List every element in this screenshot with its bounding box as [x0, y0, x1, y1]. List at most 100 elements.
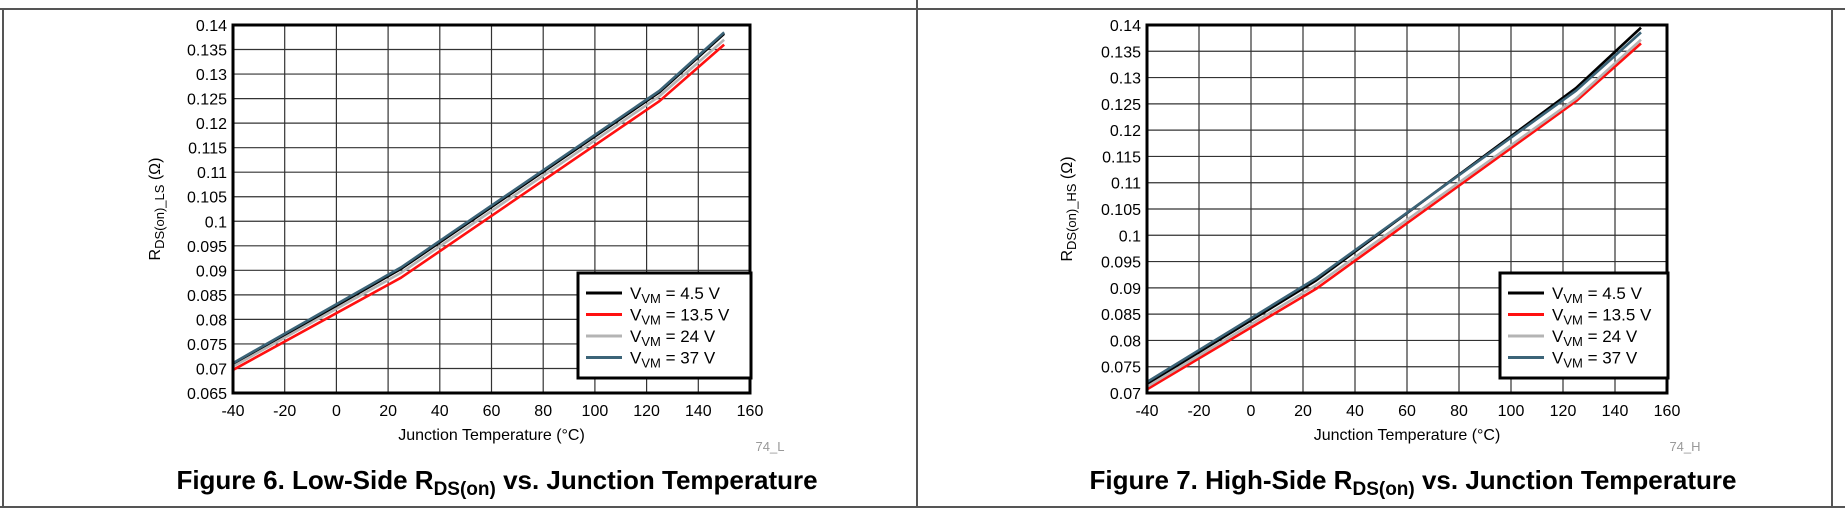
- y-tick-label: 0.12: [1110, 123, 1141, 140]
- y-tick-label: 0.11: [1111, 176, 1141, 193]
- y-tick-label: 0.125: [187, 92, 227, 109]
- legend-label-rest: = 13.5 V: [661, 306, 730, 325]
- legend-label: VVM = 13.5 V: [1552, 306, 1652, 328]
- x-tick-label: 40: [431, 403, 449, 420]
- x-tick-label: -20: [273, 403, 296, 420]
- legend-label-main: V: [630, 327, 642, 346]
- series-line-2: [232, 38, 726, 368]
- x-tick-label: 60: [483, 403, 501, 420]
- right-border: [1831, 8, 1833, 508]
- y-tick-label: 0.105: [187, 190, 227, 207]
- plot-frame: [1145, 23, 1669, 395]
- legend-label: VVM = 24 V: [1552, 327, 1638, 349]
- legend-label-rest: = 4.5 V: [1583, 284, 1643, 303]
- y-axis-label: RDS(on)_LS (Ω): [147, 158, 167, 261]
- y-tick-label: 0.095: [187, 239, 227, 256]
- series-line-3: [232, 31, 726, 365]
- legend-label-main: V: [1552, 284, 1564, 303]
- caption-subscript: DS(on): [1352, 479, 1415, 500]
- y-tick-label: 0.115: [188, 141, 227, 158]
- legend-label-rest: = 13.5 V: [1583, 306, 1652, 325]
- legend-label: VVM = 37 V: [630, 349, 716, 371]
- y-tick-label: 0.09: [1110, 281, 1141, 298]
- legend-label-subscript: VM: [641, 313, 661, 328]
- legend-box: [1498, 271, 1670, 380]
- x-tick-label: 20: [379, 403, 397, 420]
- legend-label: VVM = 4.5 V: [1552, 284, 1643, 306]
- y-tick-label: 0.135: [1101, 44, 1141, 61]
- y-tick-label: 0.07: [1110, 386, 1141, 403]
- y-tick-label: 0.1: [205, 214, 227, 231]
- legend-label-rest: = 24 V: [661, 327, 716, 346]
- series-line-3: [1146, 31, 1642, 384]
- x-tick-label: 0: [332, 403, 341, 420]
- x-tick-label: 40: [1346, 403, 1364, 420]
- figure-7-caption: Figure 7. High-Side RDS(on) vs. Junction…: [1090, 465, 1737, 501]
- legend-label-subscript: VM: [641, 291, 661, 306]
- figure-6-chart: -40 -20 0 20 40 60 80 100 120 140 160 0.065 0.07 0.07…: [147, 18, 784, 454]
- y-axis-label-main: R: [1059, 250, 1076, 262]
- caption-text: vs. Junction Temperature: [495, 465, 818, 495]
- legend-label-main: V: [630, 284, 642, 303]
- y-axis-label-main: R: [147, 249, 164, 261]
- x-tick-label: 80: [1450, 403, 1468, 420]
- legend-label-rest: = 37 V: [1583, 349, 1638, 368]
- y-tick-label: 0.09: [196, 263, 227, 280]
- left-border: [2, 8, 4, 508]
- y-tick-label: 0.13: [196, 67, 227, 84]
- x-tick-label: 160: [737, 403, 764, 420]
- legend-label-subscript: VM: [1563, 334, 1583, 349]
- legend-label-main: V: [630, 306, 642, 325]
- legend-label: VVM = 13.5 V: [630, 306, 730, 328]
- y-axis-label: RDS(on)_HS (Ω): [1059, 156, 1079, 261]
- y-axis-label-subscript: DS(on)_HS: [1064, 183, 1079, 250]
- legend-label-rest: = 37 V: [661, 349, 716, 368]
- x-axis-label: Junction Temperature (°C): [398, 427, 585, 444]
- y-tick-label: 0.095: [1101, 255, 1141, 272]
- figure-code: 74_H: [1669, 439, 1700, 454]
- y-tick-label: 0.085: [187, 288, 227, 305]
- y-tick-label: 0.11: [197, 165, 227, 182]
- legend-label-subscript: VM: [1563, 356, 1583, 371]
- legend-label-rest: = 4.5 V: [661, 284, 721, 303]
- figure-divider: [916, 0, 918, 508]
- x-axis-label: Junction Temperature (°C): [1314, 427, 1501, 444]
- legend-label-subscript: VM: [1563, 313, 1583, 328]
- y-tick-label: 0.125: [1101, 97, 1141, 114]
- legend-box: [576, 271, 753, 380]
- x-tick-label: 160: [1654, 403, 1681, 420]
- figure-7-chart: -40 -20 0 20 40 60 80 100 120 140 160 0.07 0.075 0.08…: [1059, 18, 1701, 454]
- x-tick-label: -40: [1135, 403, 1158, 420]
- y-tick-label: 0.075: [187, 337, 227, 354]
- legend-label-rest: = 24 V: [1583, 327, 1638, 346]
- x-tick-label: 0: [1247, 403, 1256, 420]
- y-axis-label-suffix: (Ω): [1059, 156, 1076, 183]
- y-tick-label: 0.08: [196, 312, 227, 329]
- legend-label: VVM = 4.5 V: [630, 284, 721, 306]
- y-tick-label: 0.115: [1102, 149, 1141, 166]
- legend-label-main: V: [1552, 349, 1564, 368]
- y-tick-label: 0.135: [187, 43, 227, 60]
- y-axis-label-suffix: (Ω): [147, 158, 164, 185]
- series-line-2: [1146, 38, 1642, 388]
- figure-6-caption: Figure 6. Low-Side RDS(on) vs. Junction …: [176, 465, 817, 501]
- y-tick-label: 0.065: [187, 386, 227, 403]
- x-tick-label: 120: [633, 403, 660, 420]
- y-tick-label: 0.13: [1110, 71, 1141, 88]
- y-tick-label: 0.085: [1101, 307, 1141, 324]
- y-tick-label: 0.105: [1101, 202, 1141, 219]
- y-tick-label: 0.14: [1110, 18, 1141, 35]
- y-tick-label: 0.07: [196, 361, 227, 378]
- caption-text: vs. Junction Temperature: [1414, 465, 1737, 495]
- caption-subscript: DS(on): [433, 479, 496, 500]
- x-tick-label: 20: [1294, 403, 1312, 420]
- y-axis-label-subscript: DS(on)_LS: [152, 184, 167, 249]
- x-tick-label: 140: [685, 403, 712, 420]
- series-line-1: [1146, 42, 1642, 391]
- y-tick-label: 0.14: [196, 18, 227, 35]
- y-tick-label: 0.075: [1101, 360, 1141, 377]
